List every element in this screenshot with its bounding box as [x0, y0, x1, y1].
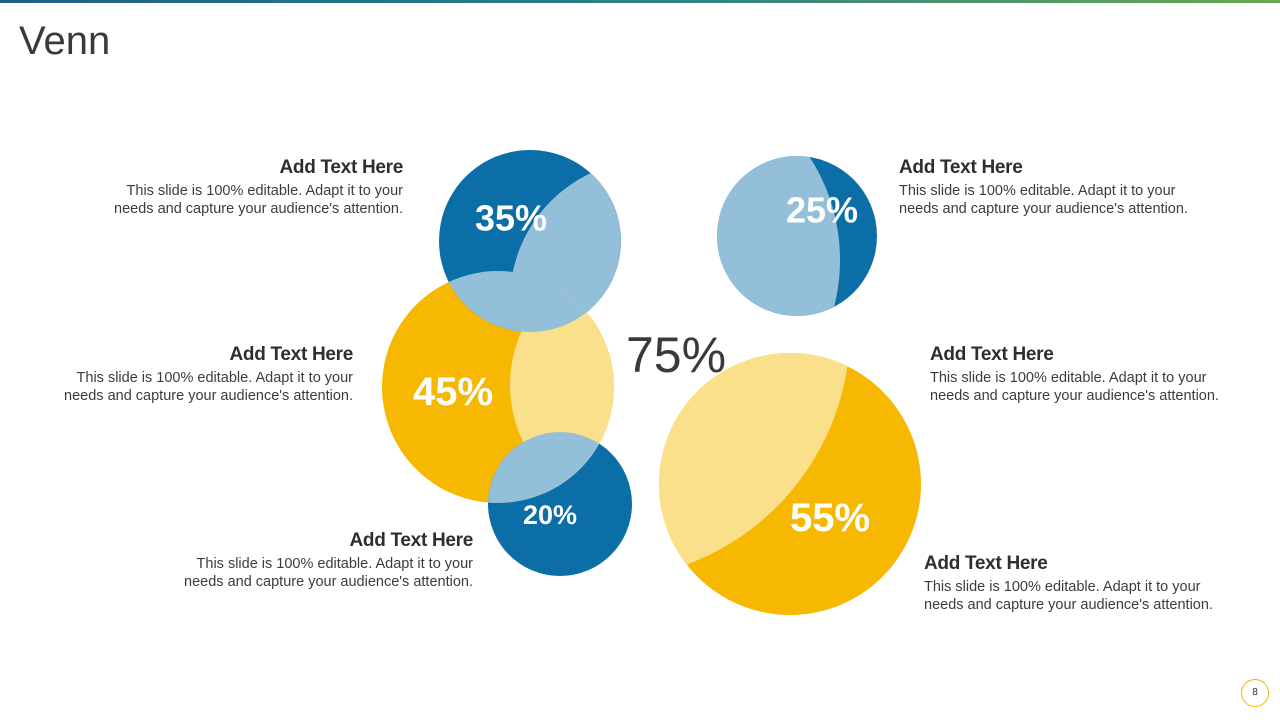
- text-block-bottom-right: Add Text Here This slide is 100% editabl…: [924, 552, 1254, 614]
- circle-label-25: 25%: [786, 190, 858, 231]
- text-block-top-right: Add Text Here This slide is 100% editabl…: [899, 156, 1229, 218]
- text-block-body-line2: needs and capture your audience's attent…: [64, 388, 353, 404]
- circle-label-45: 45%: [413, 370, 493, 414]
- text-block-bottom-left: Add Text Here This slide is 100% editabl…: [143, 529, 473, 591]
- text-block-heading: Add Text Here: [924, 553, 1048, 574]
- text-block-body-line1: This slide is 100% editable. Adapt it to…: [899, 183, 1176, 199]
- top-accent-bar: [0, 0, 1280, 3]
- slide-title: Venn: [19, 19, 111, 63]
- text-block-body-line1: This slide is 100% editable. Adapt it to…: [930, 370, 1207, 386]
- overlap-20-45: [488, 432, 614, 503]
- text-block-body-line2: needs and capture your audience's attent…: [930, 388, 1219, 404]
- page-number: 8: [1241, 679, 1269, 707]
- text-block-heading: Add Text Here: [899, 157, 1023, 178]
- text-block-heading: Add Text Here: [229, 344, 354, 365]
- text-block-heading: Add Text Here: [930, 344, 1054, 365]
- overlap-55-shift: [659, 353, 850, 580]
- circle-label-55: 55%: [790, 496, 870, 540]
- text-block-body-line1: This slide is 100% editable. Adapt it to…: [126, 183, 403, 199]
- circle-label-35: 35%: [475, 198, 547, 239]
- text-block-body-line1: This slide is 100% editable. Adapt it to…: [924, 579, 1201, 595]
- text-block-mid-left: Add Text Here This slide is 100% editabl…: [23, 343, 353, 405]
- text-block-top-left: Add Text Here This slide is 100% editabl…: [73, 156, 403, 218]
- text-block-body-line1: This slide is 100% editable. Adapt it to…: [196, 556, 473, 572]
- circle-label-20: 20%: [523, 500, 577, 530]
- text-block-body-line2: needs and capture your audience's attent…: [899, 201, 1188, 217]
- text-block-body-line2: needs and capture your audience's attent…: [184, 574, 473, 590]
- text-block-heading: Add Text Here: [279, 157, 404, 178]
- text-block-body-line2: needs and capture your audience's attent…: [114, 201, 403, 217]
- overlap-35-self-shift: [510, 160, 621, 332]
- text-block-mid-right: Add Text Here This slide is 100% editabl…: [930, 343, 1260, 405]
- text-block-heading: Add Text Here: [349, 530, 474, 551]
- text-block-body-line2: needs and capture your audience's attent…: [924, 597, 1213, 613]
- text-block-body-line1: This slide is 100% editable. Adapt it to…: [76, 370, 353, 386]
- center-value: 75%: [625, 327, 727, 383]
